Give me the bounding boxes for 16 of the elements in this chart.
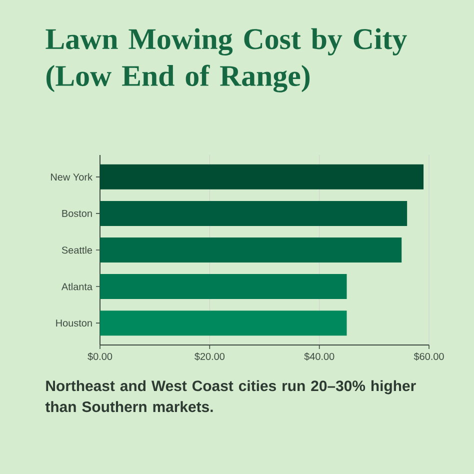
- bar: [100, 164, 424, 190]
- x-tick-label: $40.00: [304, 352, 334, 361]
- bar: [100, 200, 408, 226]
- bar: [100, 310, 347, 336]
- x-tick-label: $20.00: [194, 352, 225, 361]
- bar: [100, 237, 402, 262]
- bar: [100, 274, 347, 300]
- y-tick-label: New York: [51, 173, 93, 181]
- x-tick-label: $0.00: [88, 352, 112, 361]
- chart-title: Lawn Mowing Cost by City (Low End of Range): [46, 28, 407, 92]
- y-tick-label: Houston: [56, 320, 92, 327]
- y-tick-label: Atlanta: [61, 282, 92, 290]
- text: Northeast and West Coast cities run 20–30% higher than Southern markets.: [45, 380, 416, 412]
- x-tick-label: $60.00: [414, 352, 444, 361]
- y-tick-label: Seattle: [62, 246, 92, 254]
- y-tick-label: Boston: [62, 210, 92, 217]
